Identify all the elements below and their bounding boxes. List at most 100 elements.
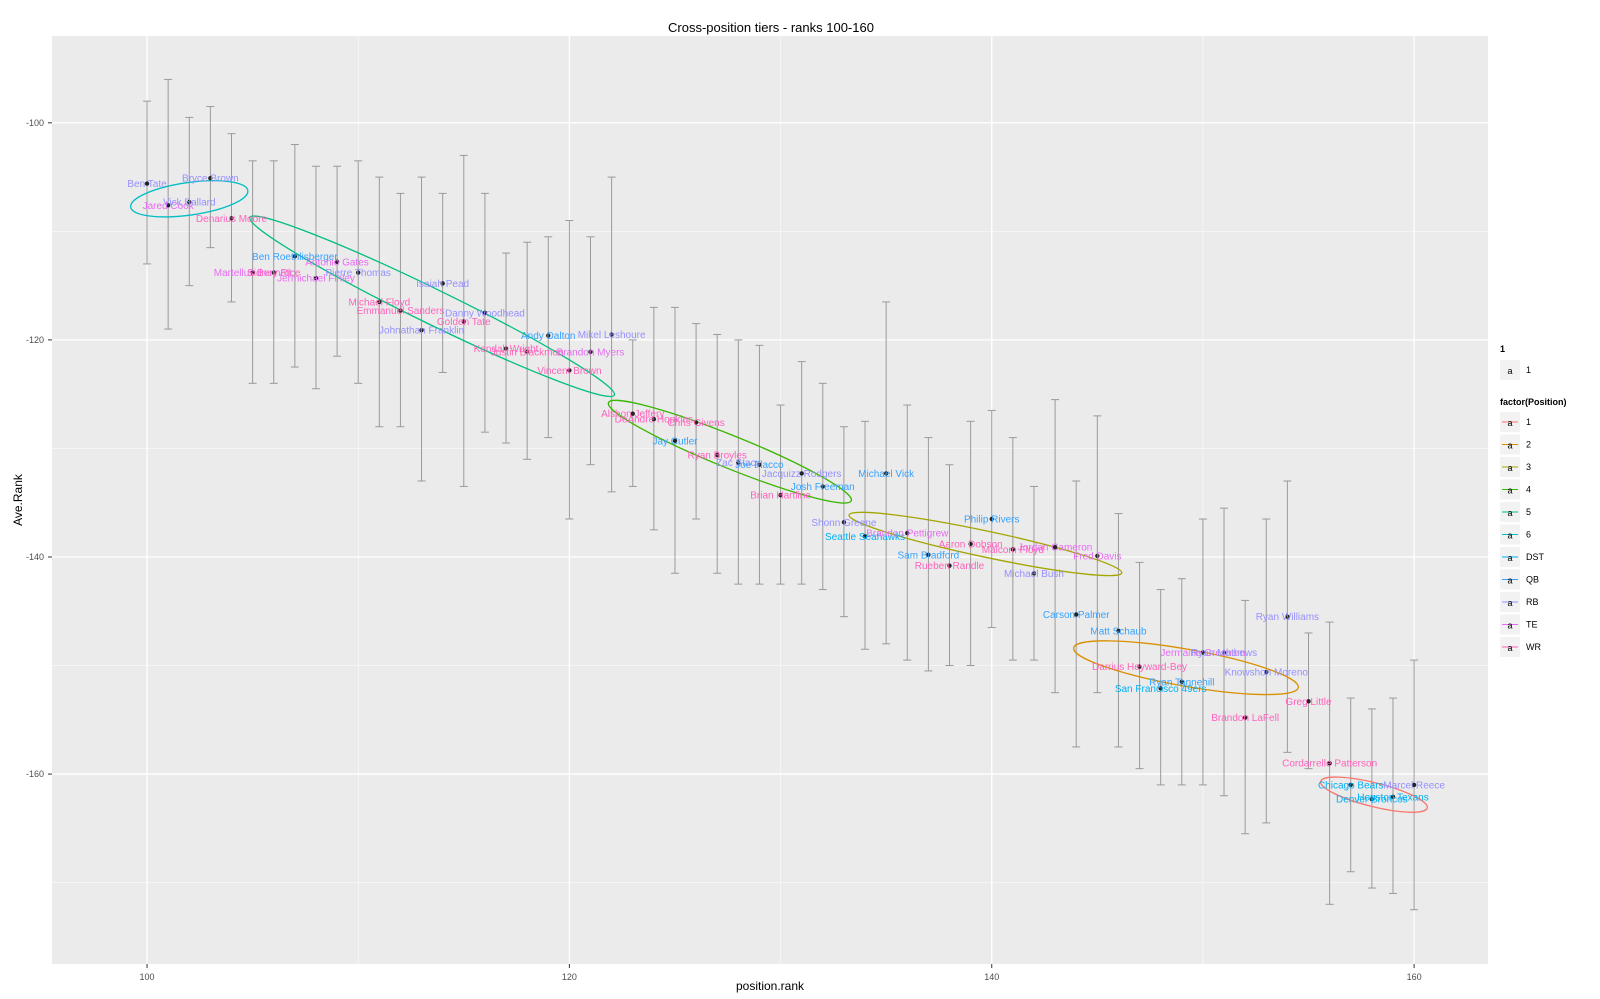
y-tick-label: -140 xyxy=(26,552,44,562)
point-label-andy-dalton: Andy Dalton xyxy=(521,331,575,342)
point-label-ryan-mathews: Ryan Mathews xyxy=(1191,648,1257,659)
point-label-carson-palmer: Carson Palmer xyxy=(1043,610,1110,621)
point-marcel-reece xyxy=(1411,782,1417,788)
point-label-marcel-reece: Marcel Reece xyxy=(1383,780,1445,791)
point-label-ben-roethlisberger: Ben Roethlisberger xyxy=(252,252,338,263)
point-ryan-mathews xyxy=(1221,650,1227,655)
legend-glyph-rb: a xyxy=(1507,598,1512,608)
point-label-knowshon-moreno: Knowshon Moreno xyxy=(1225,668,1309,679)
point-label-seattle-seahawks: Seattle Seahawks xyxy=(825,532,905,543)
point-label-rueben-randle: Rueben Randle xyxy=(915,561,985,572)
point-chris-givens xyxy=(693,420,699,425)
point-label-mikel-leshoure: Mikel Leshoure xyxy=(578,330,646,341)
y-axis-title: Ave.Rank xyxy=(11,473,25,526)
tier-ellipse-5 xyxy=(249,215,616,398)
point-label-pierre-thomas: Pierre Thomas xyxy=(326,268,391,279)
point-knowshon-moreno xyxy=(1264,669,1269,675)
legend-glyph-5: a xyxy=(1507,508,1512,518)
point-malcom-floyd xyxy=(1010,547,1016,552)
point-label-isaiah-pead: Isaiah Pead xyxy=(416,279,469,290)
point-label-bryce-brown: Bryce Brown xyxy=(182,174,239,185)
point-sidney-rice xyxy=(271,270,276,275)
point-chicago-bears xyxy=(1348,782,1353,788)
x-axis: 100 120 140 160 xyxy=(140,964,1422,982)
point-danny-woodhead xyxy=(482,310,488,315)
point-label-justin-blackmon: Justin Blackmon xyxy=(491,347,564,358)
point-label-jacquizz-rodgers: Jacquizz Rodgers xyxy=(762,469,841,480)
point-philip-rivers xyxy=(989,516,994,522)
point-jermichael-finley xyxy=(313,275,319,281)
point-deandre-hopkins xyxy=(651,416,657,422)
point-fred-davis xyxy=(1095,553,1100,559)
point-label-danny-woodhead: Danny Woodhead xyxy=(445,308,525,319)
point-label-golden-tate: Golden Tate xyxy=(437,317,491,328)
x-tick-label: 140 xyxy=(984,972,999,982)
point-label-josh-freeman: Josh Freeman xyxy=(791,482,855,493)
legend-entry-dst: a DST xyxy=(1500,547,1545,567)
point-jordan-cameron xyxy=(1052,545,1058,550)
point-san-francisco-49ers xyxy=(1158,686,1163,691)
legend-label-rb: RB xyxy=(1526,597,1539,607)
point-ben-roethlisberger xyxy=(292,254,298,259)
point-mikel-leshoure xyxy=(609,332,614,337)
point-matt-schaub xyxy=(1116,628,1121,633)
point-label-aaron-dobson: Aaron Dobson xyxy=(939,539,1003,550)
legend-glyph-dst: a xyxy=(1507,553,1512,563)
point-label-shonn-greene: Shonn Greene xyxy=(811,518,876,529)
point-label-malcom-floyd: Malcom Floyd xyxy=(982,545,1044,556)
point-label-michael-vick: Michael Vick xyxy=(858,469,915,480)
point-label-sam-bradford: Sam Bradford xyxy=(898,550,960,561)
point-label-sidney-rice: Sidney Rice xyxy=(247,268,301,279)
point-label-ryan-williams: Ryan Williams xyxy=(1256,612,1319,623)
point-label-ryan-broyles: Ryan Broyles xyxy=(687,450,746,461)
legend-glyph-1: a xyxy=(1507,418,1512,428)
point-label-johnathan-franklin: Johnathan Franklin xyxy=(379,326,464,337)
point-golden-tate xyxy=(461,319,466,324)
legend-glyph-shape: a xyxy=(1507,366,1512,376)
point-josh-freeman xyxy=(820,484,825,489)
point-michael-floyd xyxy=(377,299,382,305)
point-ryan-broyles xyxy=(715,452,720,458)
point-isaiah-pead xyxy=(440,281,445,286)
tier-ellipse-3 xyxy=(848,511,1123,577)
point-michael-bush xyxy=(1031,571,1037,576)
legend-glyph-qb: a xyxy=(1507,576,1512,586)
point-seattle-seahawks xyxy=(862,534,868,539)
x-tick-label: 160 xyxy=(1407,972,1422,982)
tier-ellipse-4 xyxy=(607,399,853,504)
point-label-darrius-heyward-bey: Darrius Heyward-Bey xyxy=(1092,662,1187,673)
legend-glyph-te: a xyxy=(1507,621,1512,631)
point-label-martellus-bennett: Martellus Bennett xyxy=(214,268,292,279)
point-shonn-greene xyxy=(841,520,847,525)
point-kendall-wright xyxy=(503,346,509,351)
point-label-emmanuel-sanders: Emmanuel Sanders xyxy=(357,306,445,317)
point-jay-cutler xyxy=(672,438,678,444)
tier-ellipses xyxy=(130,180,1428,813)
legend-label-wr: WR xyxy=(1526,642,1541,652)
legend-entry-rb: a RB xyxy=(1500,592,1539,612)
point-pierre-thomas xyxy=(356,270,361,275)
legend-label-dst: DST xyxy=(1526,552,1545,562)
point-label-chris-givens: Chris Givens xyxy=(667,418,724,429)
point-brandon-lafell xyxy=(1242,715,1248,720)
legend-glyph-wr: a xyxy=(1507,643,1512,653)
point-label-denver-broncos: Denver Broncos xyxy=(1336,795,1408,806)
point-sam-bradford xyxy=(926,552,931,558)
point-label-matt-schaub: Matt Schaub xyxy=(1090,626,1147,637)
point-label-kendall-wright: Kendall Wright xyxy=(474,344,539,355)
legend-label-4: 4 xyxy=(1526,485,1531,495)
legend-label-3: 3 xyxy=(1526,462,1531,472)
legend-label-2: 2 xyxy=(1526,440,1531,450)
point-zac-stacy xyxy=(736,460,741,465)
point-michael-vick xyxy=(883,471,889,476)
legend-entry-wr: a WR xyxy=(1500,637,1541,657)
point-label-brandon-pettigrew: Brandon Pettigrew xyxy=(866,529,949,540)
point-jared-cook xyxy=(165,203,171,208)
point-carson-palmer xyxy=(1074,612,1079,617)
